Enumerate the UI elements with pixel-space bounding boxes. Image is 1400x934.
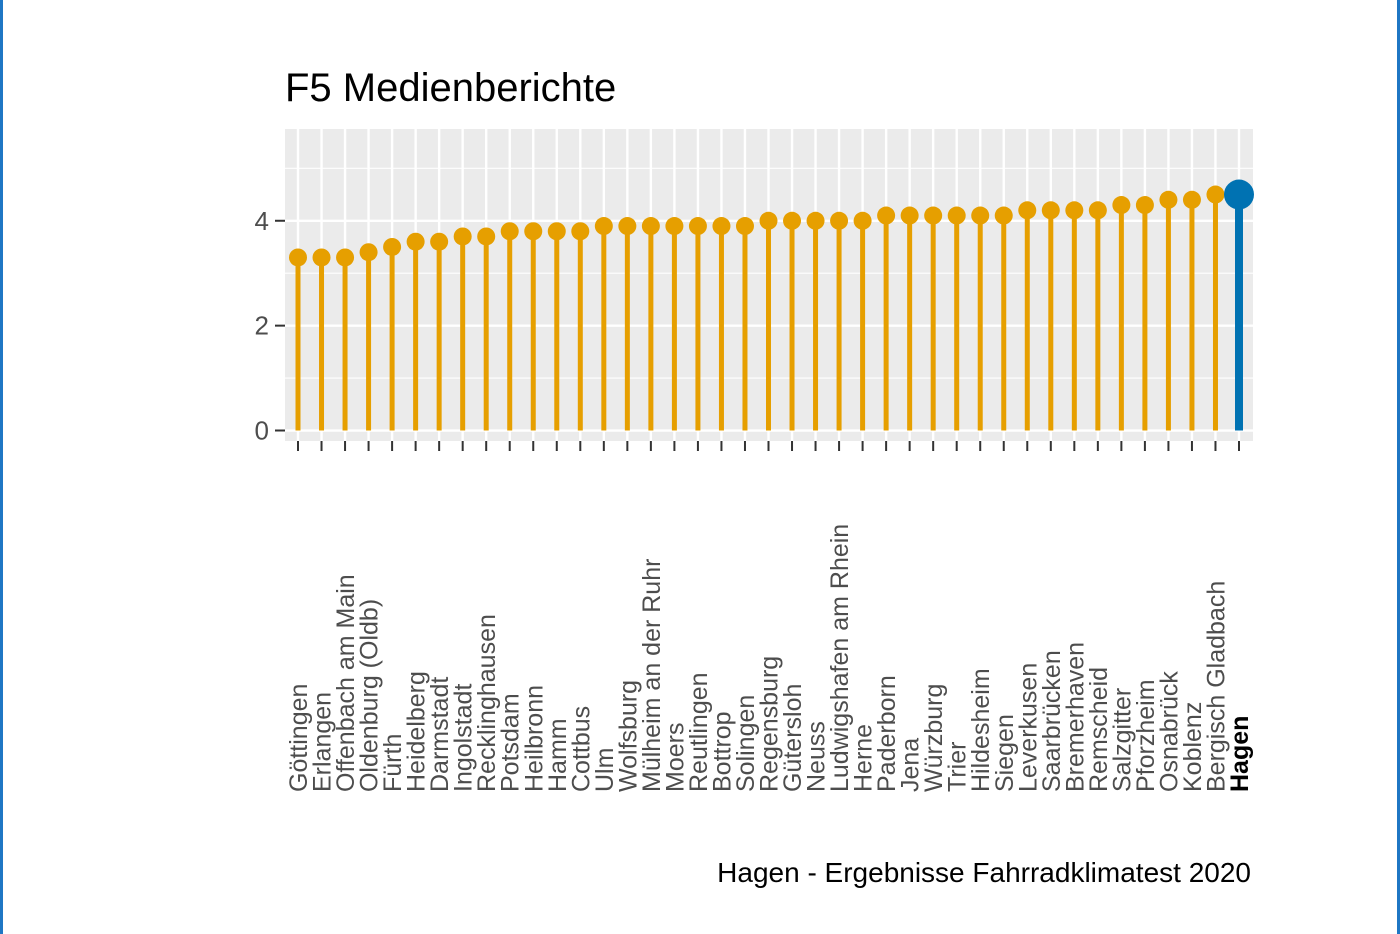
x-tick-label: Wolfsburg [614, 680, 642, 792]
lollipop-point [524, 222, 543, 241]
x-tick-label: Erlangen [309, 692, 337, 792]
lollipop-point [783, 211, 802, 230]
x-tick-label: Pforzheim [1132, 679, 1160, 792]
x-tick-label: Oldenburg (Oldb) [356, 599, 384, 792]
lollipop-point [571, 222, 590, 241]
x-tick-label: Heilbronn [520, 685, 548, 792]
lollipop-point [1041, 201, 1060, 220]
x-tick-label: Ludwigshafen am Rhein [826, 524, 854, 792]
lollipop-point [806, 211, 825, 230]
lollipop-point [477, 227, 496, 246]
y-tick-label: 4 [255, 206, 269, 236]
lollipop-point [1206, 185, 1225, 204]
x-tick-label: Siegen [991, 714, 1019, 792]
lollipop-point [712, 217, 731, 236]
lollipop-point [430, 232, 449, 251]
x-tick-label: Hamm [544, 718, 572, 792]
lollipop-point [900, 206, 919, 225]
lollipop-point [735, 217, 754, 236]
chart-title: F5 Medienberichte [285, 66, 616, 110]
lollipop-point [994, 206, 1013, 225]
lollipop-point [641, 217, 660, 236]
lollipop-point [312, 248, 331, 267]
x-tick-label: Mülheim an der Ruhr [638, 559, 666, 792]
x-tick-label: Moers [661, 723, 689, 792]
lollipop-point [1088, 201, 1107, 220]
x-tick-label: Hildesheim [967, 668, 995, 792]
x-tick-label: Leverkusen [1014, 663, 1042, 792]
x-tick-label: Paderborn [873, 675, 901, 792]
x-tick-label: Ulm [591, 748, 619, 792]
lollipop-point [1112, 196, 1131, 215]
x-tick-label: Göttingen [285, 684, 313, 792]
x-tick-label: Jena [897, 738, 925, 792]
x-tick-label: Recklinghausen [473, 614, 501, 792]
lollipop-point [1159, 190, 1178, 209]
x-tick-label-highlight: Hagen [1226, 716, 1254, 792]
x-tick-label: Bottrop [708, 711, 736, 792]
lollipop-point [688, 217, 707, 236]
lollipop-point [877, 206, 896, 225]
x-tick-label: Trier [944, 742, 972, 792]
x-tick-label: Bremerhaven [1061, 642, 1089, 792]
lollipop-point [971, 206, 990, 225]
lollipop-point [830, 211, 849, 230]
lollipop-marks [289, 179, 1254, 431]
lollipop-point [1224, 179, 1254, 210]
lollipop-point [500, 222, 519, 241]
lollipop-chart: F5 Medienberichte 0 2 4 GöttingenErlangenOf… [255, 66, 1254, 888]
lollipop-point [618, 217, 637, 236]
lollipop-point [453, 227, 472, 246]
x-tick-label: Saarbrücken [1038, 650, 1066, 792]
y-tick-label: 0 [255, 416, 269, 446]
lollipop-point [406, 232, 425, 251]
lollipop-point [924, 206, 943, 225]
lollipop-point [359, 243, 378, 262]
lollipop-point [1018, 201, 1037, 220]
lollipop-point [1135, 196, 1154, 215]
x-tick-label: Bergisch Gladbach [1202, 581, 1230, 792]
x-tick-label: Solingen [732, 695, 760, 792]
lollipop-point [759, 211, 778, 230]
x-tick-label: Ingolstadt [450, 684, 478, 792]
lollipop-point [947, 206, 966, 225]
x-tick-label: Salzgitter [1108, 688, 1136, 792]
lollipop-point [853, 211, 872, 230]
x-tick-label: Remscheid [1085, 667, 1113, 792]
lollipop-point [1065, 201, 1084, 220]
lollipop-point [594, 217, 613, 236]
chart-caption: Hagen - Ergebnisse Fahrradklimatest 2020 [717, 857, 1251, 888]
y-tick-label: 2 [255, 311, 269, 341]
x-tick-label: Potsdam [497, 693, 525, 792]
x-tick-label: Regensburg [756, 656, 784, 792]
x-tick-label: Reutlingen [685, 672, 713, 792]
x-tick-label: Darmstadt [426, 677, 454, 792]
x-tick-label: Koblenz [1179, 702, 1207, 792]
lollipop-point [1182, 190, 1201, 209]
x-tick-label: Cottbus [567, 706, 595, 792]
x-tick-label: Herne [850, 724, 878, 792]
lollipop-point [547, 222, 566, 241]
x-tick-label: Neuss [803, 721, 831, 792]
x-tick-label: Osnabrück [1155, 671, 1183, 792]
x-tick-label: Würzburg [920, 684, 948, 792]
x-tick-label: Gütersloh [779, 684, 807, 792]
lollipop-point [336, 248, 355, 267]
lollipop-point [289, 248, 307, 267]
x-tick-label: Offenbach am Main [332, 574, 360, 792]
lollipop-point [383, 237, 402, 256]
lollipop-point [665, 217, 684, 236]
x-tick-label: Heidelberg [403, 671, 431, 792]
x-tick-label: Fürth [379, 734, 407, 792]
